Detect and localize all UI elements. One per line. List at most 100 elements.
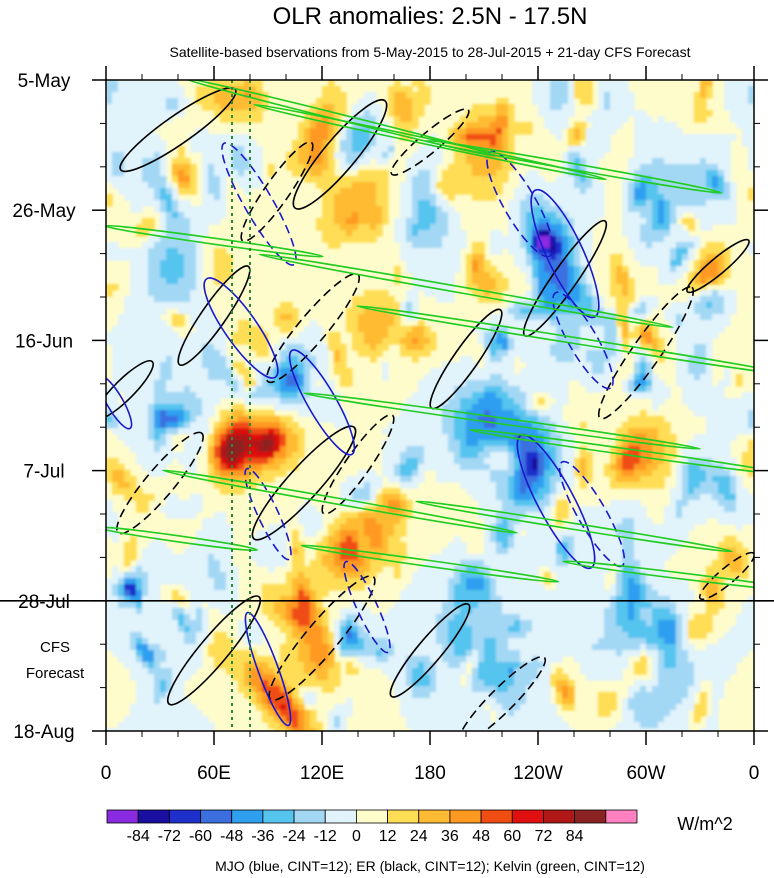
heat-cell [682, 158, 689, 165]
heat-cell [418, 164, 425, 171]
heat-cell [298, 128, 305, 135]
heat-cell [430, 410, 437, 417]
heat-cell [424, 260, 431, 267]
heat-cell [556, 398, 563, 405]
heat-cell [700, 302, 707, 309]
heat-cell [124, 140, 131, 147]
heat-cell [478, 392, 485, 399]
heat-cell [646, 332, 653, 339]
heat-cell [688, 146, 695, 153]
heat-cell [388, 302, 395, 309]
heat-cell [388, 104, 395, 111]
heat-cell [652, 134, 659, 141]
heat-cell [286, 380, 293, 387]
heat-cell [700, 254, 707, 261]
heat-cell [202, 146, 209, 153]
heat-cell [340, 158, 347, 165]
heat-cell [400, 182, 407, 189]
heat-cell [202, 320, 209, 327]
heat-cell [148, 434, 155, 441]
heat-cell [406, 230, 413, 237]
heat-cell [160, 320, 167, 327]
heat-cell [130, 152, 137, 159]
heat-cell [496, 422, 503, 429]
heat-cell [178, 212, 185, 219]
heat-cell [142, 140, 149, 147]
heat-cell [748, 416, 754, 423]
heat-cell [436, 470, 443, 477]
heat-cell [502, 356, 509, 363]
heat-cell [172, 164, 179, 171]
heat-cell [526, 338, 533, 345]
heat-cell [130, 320, 137, 327]
heat-cell [556, 362, 563, 369]
heat-cell [694, 242, 701, 249]
heat-cell [700, 380, 707, 387]
heat-cell [586, 218, 593, 225]
heat-cell [160, 338, 167, 345]
heat-cell [748, 470, 754, 477]
heat-cell [598, 212, 605, 219]
heat-cell [454, 434, 461, 441]
heat-cell [382, 218, 389, 225]
heat-cell [184, 368, 191, 375]
heat-cell [400, 482, 407, 489]
heat-cell [466, 164, 473, 171]
heat-cell [616, 500, 623, 507]
heat-cell [418, 248, 425, 255]
heat-cell [658, 416, 665, 423]
heat-cell [172, 506, 179, 513]
heat-cell [178, 380, 185, 387]
heat-cell [544, 206, 551, 213]
heat-cell [652, 122, 659, 129]
heat-cell [148, 314, 155, 321]
heat-cell [526, 272, 533, 279]
heat-cell [658, 344, 665, 351]
heat-cell [226, 386, 233, 393]
heat-cell [436, 416, 443, 423]
heat-cell [430, 434, 437, 441]
heat-cell [262, 398, 269, 405]
heat-cell [712, 248, 719, 255]
heat-cell [190, 206, 197, 213]
heat-cell [562, 368, 569, 375]
heat-cell [220, 344, 227, 351]
heat-cell [742, 494, 749, 501]
heat-cell [412, 152, 419, 159]
heat-cell [304, 134, 311, 141]
heat-cell [124, 482, 131, 489]
heat-cell [346, 308, 353, 315]
heat-cell [418, 152, 425, 159]
heat-cell [514, 410, 521, 417]
heat-cell [712, 218, 719, 225]
heat-cell [466, 398, 473, 405]
heat-cell [640, 476, 647, 483]
heat-cell [244, 326, 251, 333]
heat-cell [154, 302, 161, 309]
heat-cell [148, 260, 155, 267]
heat-cell [124, 296, 131, 303]
heat-cell [214, 134, 221, 141]
heat-cell [448, 176, 455, 183]
heat-cell [694, 392, 701, 399]
heat-cell [556, 308, 563, 315]
heat-cell [730, 98, 737, 105]
heat-cell [148, 338, 155, 345]
heat-cell [640, 458, 647, 465]
heat-cell [670, 278, 677, 285]
heat-cell [172, 224, 179, 231]
heat-cell [142, 458, 149, 465]
heat-cell [340, 212, 347, 219]
heat-cell [442, 182, 449, 189]
heat-cell [130, 116, 137, 123]
heat-cell [220, 212, 227, 219]
heat-cell [640, 170, 647, 177]
heat-cell [358, 470, 365, 477]
heat-cell [112, 104, 119, 111]
heat-cell [742, 128, 749, 135]
heat-cell [196, 434, 203, 441]
heat-cell [160, 452, 167, 459]
heat-cell [562, 374, 569, 381]
heat-cell [580, 482, 587, 489]
heat-cell [502, 464, 509, 471]
